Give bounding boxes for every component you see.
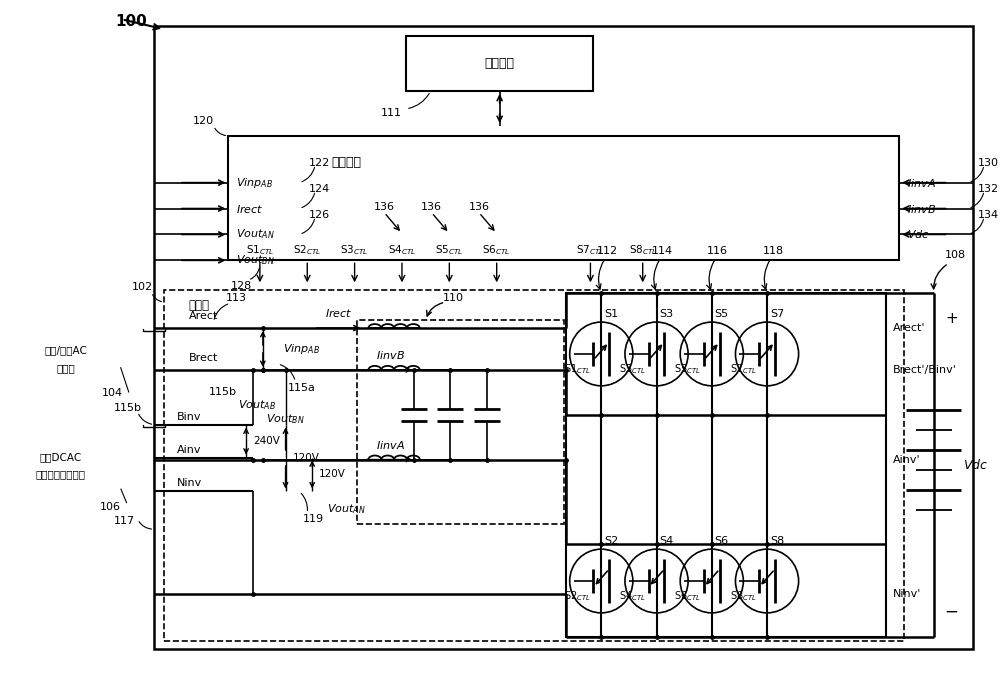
Text: Ainv: Ainv (177, 445, 202, 454)
Text: S1$_{CTL}$: S1$_{CTL}$ (246, 243, 274, 257)
Text: S7$_{CTL}$: S7$_{CTL}$ (576, 243, 605, 257)
Text: 104: 104 (101, 388, 122, 398)
Text: 114: 114 (652, 246, 673, 256)
Text: 126: 126 (309, 209, 330, 220)
Text: $IinvB$: $IinvB$ (376, 349, 405, 361)
Text: 118: 118 (762, 246, 784, 256)
Text: 112: 112 (597, 246, 618, 256)
Text: S4$_{CTL}$: S4$_{CTL}$ (619, 589, 646, 603)
Text: $Vout_{AN}$: $Vout_{AN}$ (236, 228, 275, 241)
Text: $Vinp_{AB}$: $Vinp_{AB}$ (283, 342, 320, 356)
Bar (164, 290, 904, 641)
Text: 108: 108 (945, 250, 966, 260)
Text: S7: S7 (770, 309, 784, 319)
Text: 115a: 115a (287, 383, 315, 393)
Text: $Vinp_{AB}$: $Vinp_{AB}$ (236, 175, 273, 190)
Text: S8$_{CTL}$: S8$_{CTL}$ (730, 589, 756, 603)
Text: $Irect$: $Irect$ (236, 203, 264, 214)
Text: 源输入: 源输入 (56, 363, 75, 373)
Bar (566, 293, 886, 636)
Text: S3: S3 (659, 309, 674, 319)
Text: 136: 136 (374, 201, 395, 211)
Text: 102: 102 (132, 282, 153, 292)
Text: 充电/整流AC: 充电/整流AC (44, 345, 87, 355)
Text: 128: 128 (231, 282, 252, 291)
Text: S8$_{CTL}$: S8$_{CTL}$ (629, 243, 657, 257)
Text: +: + (945, 311, 958, 326)
Text: S8: S8 (770, 536, 784, 546)
Text: 113: 113 (226, 293, 247, 303)
Text: 130: 130 (978, 158, 999, 168)
Text: S6: S6 (715, 536, 729, 546)
Text: $IinvA$: $IinvA$ (376, 439, 405, 451)
Text: S6$_{CTL}$: S6$_{CTL}$ (482, 243, 511, 257)
Text: $Vout_{AN}$: $Vout_{AN}$ (327, 503, 366, 516)
Text: S4$_{CTL}$: S4$_{CTL}$ (388, 243, 416, 257)
Text: 136: 136 (421, 201, 442, 211)
Text: 120V: 120V (292, 453, 319, 463)
Text: 240V: 240V (253, 436, 280, 446)
Text: Ninv: Ninv (177, 479, 202, 488)
Text: S2: S2 (604, 536, 618, 546)
Text: S6$_{CTL}$: S6$_{CTL}$ (674, 589, 701, 603)
Bar (228, 136, 899, 260)
Text: 转换器: 转换器 (189, 299, 210, 311)
Text: S2$_{CTL}$: S2$_{CTL}$ (293, 243, 321, 257)
Text: S1$_{CTL}$: S1$_{CTL}$ (564, 362, 591, 376)
Text: 122: 122 (308, 158, 330, 168)
Text: $Vout_{AB}$: $Vout_{AB}$ (238, 398, 276, 411)
Bar (406, 36, 593, 91)
Text: 存储装置: 存储装置 (485, 57, 515, 70)
Text: $Irect$: $Irect$ (325, 307, 353, 319)
Text: $Vdc$: $Vdc$ (963, 458, 989, 472)
Text: S5$_{CTL}$: S5$_{CTL}$ (435, 243, 464, 257)
Text: 136: 136 (468, 201, 489, 211)
Text: −: − (945, 603, 958, 621)
Text: S5: S5 (715, 309, 729, 319)
Text: $Vout_{BN}$: $Vout_{BN}$ (236, 254, 275, 267)
Text: S3$_{CTL}$: S3$_{CTL}$ (619, 362, 646, 376)
Text: 119: 119 (303, 514, 324, 524)
Text: （反相）电力输出: （反相）电力输出 (36, 469, 86, 479)
Text: 132: 132 (977, 184, 999, 194)
Text: 分相DCAC: 分相DCAC (39, 452, 82, 462)
Text: S4: S4 (659, 536, 674, 546)
Text: S3$_{CTL}$: S3$_{CTL}$ (340, 243, 369, 257)
Text: 100: 100 (115, 14, 147, 29)
Text: 120: 120 (193, 116, 214, 126)
Bar (357, 320, 564, 524)
Text: 124: 124 (308, 184, 330, 194)
Text: Brect'/Binv': Brect'/Binv' (893, 365, 957, 375)
Text: $Vdc$: $Vdc$ (907, 228, 930, 241)
Text: Brect: Brect (189, 353, 218, 363)
Text: Binv: Binv (177, 411, 202, 422)
Text: Arect: Arect (189, 311, 218, 321)
Text: S5$_{CTL}$: S5$_{CTL}$ (674, 362, 701, 376)
Text: 115b: 115b (114, 403, 142, 413)
Text: Ainv': Ainv' (893, 454, 921, 464)
Text: 111: 111 (381, 108, 402, 118)
Text: Arect': Arect' (893, 323, 926, 333)
Text: $Vout_{BN}$: $Vout_{BN}$ (266, 412, 305, 426)
Text: 117: 117 (114, 516, 135, 526)
Text: 120V: 120V (319, 469, 346, 479)
Text: S1: S1 (604, 309, 618, 319)
Text: 134: 134 (977, 209, 999, 220)
Bar (154, 27, 973, 649)
Text: $IinvA$: $IinvA$ (907, 177, 936, 188)
Text: S7$_{CTL}$: S7$_{CTL}$ (730, 362, 756, 376)
Text: 控制电路: 控制电路 (332, 156, 362, 169)
Text: 115b: 115b (208, 387, 236, 397)
Text: 116: 116 (707, 246, 728, 256)
Text: S2$_{CTL}$: S2$_{CTL}$ (564, 589, 591, 603)
Text: 106: 106 (99, 503, 120, 512)
Text: $IinvB$: $IinvB$ (907, 203, 936, 214)
Text: Ninv': Ninv' (893, 589, 922, 599)
Text: 110: 110 (443, 293, 464, 303)
